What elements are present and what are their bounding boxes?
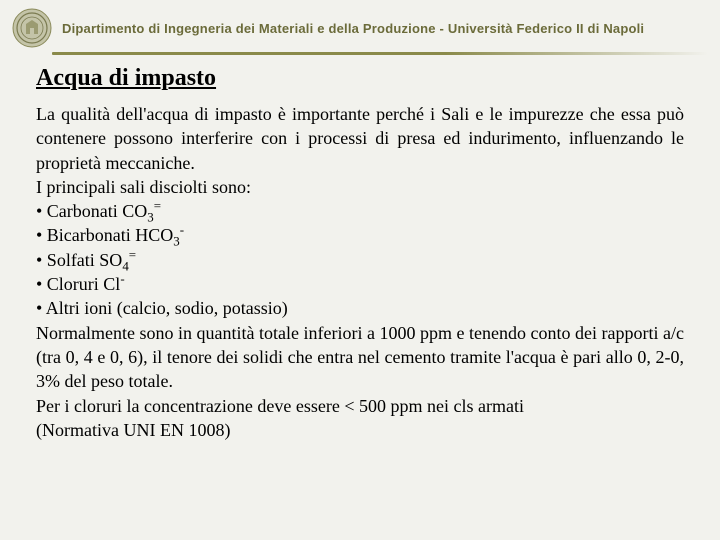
header-text: Dipartimento di Ingegneria dei Materiali… xyxy=(62,21,644,36)
slide-content: Acqua di impasto La qualità dell'acqua d… xyxy=(0,55,720,442)
university-seal-icon xyxy=(12,8,52,48)
intro-paragraph: La qualità dell'acqua di impasto è impor… xyxy=(36,102,684,175)
bullet-item: • Altri ioni (calcio, sodio, potassio) xyxy=(36,296,684,320)
paragraph-3: Per i cloruri la concentrazione deve ess… xyxy=(36,394,684,418)
bullet-item: • Carbonati CO3= xyxy=(36,199,684,223)
bullet-item: • Bicarbonati HCO3- xyxy=(36,223,684,247)
bullet-item: • Solfati SO4= xyxy=(36,248,684,272)
list-intro: I principali sali disciolti sono: xyxy=(36,175,684,199)
slide-header: Dipartimento di Ingegneria dei Materiali… xyxy=(0,0,720,48)
body-text: La qualità dell'acqua di impasto è impor… xyxy=(36,102,684,442)
bullet-list: • Carbonati CO3=• Bicarbonati HCO3-• Sol… xyxy=(36,199,684,320)
paragraph-4: (Normativa UNI EN 1008) xyxy=(36,418,684,442)
bullet-item: • Cloruri Cl- xyxy=(36,272,684,296)
slide-title: Acqua di impasto xyxy=(36,65,684,92)
paragraph-2: Normalmente sono in quantità totale infe… xyxy=(36,321,684,394)
